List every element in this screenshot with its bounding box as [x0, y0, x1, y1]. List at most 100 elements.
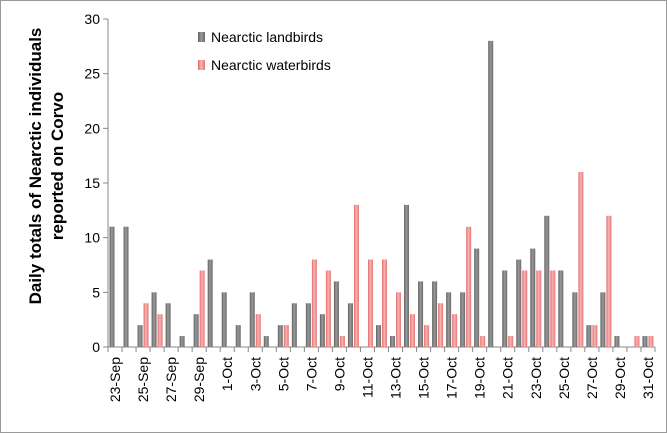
x-tick-label: 23-Sep — [107, 357, 123, 402]
bar-waterbirds — [634, 336, 640, 347]
x-tick-label: 3-Oct — [247, 357, 263, 391]
bar-landbirds — [642, 336, 648, 347]
bar-landbirds — [137, 325, 143, 347]
x-tick-label: 1-Oct — [219, 357, 235, 391]
bar-landbirds — [109, 226, 115, 347]
bar-waterbirds — [536, 270, 542, 347]
y-axis-label: Daily totals of Nearctic individuals rep… — [26, 28, 67, 305]
bar-landbirds — [319, 314, 325, 347]
bar-waterbirds — [199, 270, 205, 347]
bar-waterbirds — [480, 336, 486, 347]
bar-landbirds — [263, 336, 269, 347]
bar-landbirds — [530, 248, 536, 347]
x-tick-label: 15-Oct — [416, 357, 432, 399]
x-tick-label: 19-Oct — [472, 357, 488, 399]
y-tick-label: 20 — [84, 120, 100, 136]
bar-landbirds — [460, 292, 466, 347]
x-tick-label: 27-Oct — [584, 357, 600, 399]
bar-waterbirds — [157, 314, 163, 347]
bar-landbirds — [376, 325, 381, 347]
bar-landbirds — [277, 325, 283, 347]
bar-waterbirds — [424, 325, 430, 347]
x-tick-label: 9-Oct — [331, 357, 347, 391]
y-tick-label: 25 — [84, 66, 100, 82]
bar-landbirds — [572, 292, 578, 347]
bar-waterbirds — [522, 270, 528, 347]
bar-landbirds — [151, 292, 157, 347]
bar-landbirds — [544, 215, 550, 347]
bar-landbirds — [249, 292, 255, 347]
bar-waterbirds — [339, 336, 345, 347]
bar-landbirds — [516, 259, 522, 347]
x-tick-label: 21-Oct — [500, 357, 516, 399]
legend: Nearctic landbirds Nearctic waterbirds — [198, 29, 331, 73]
bar-landbirds — [291, 303, 297, 347]
legend-swatch-landbirds — [198, 32, 205, 42]
bar-landbirds — [586, 325, 592, 347]
x-tick-label: 13-Oct — [388, 357, 404, 399]
y-tick-label: 0 — [92, 339, 100, 355]
x-tick-label: 27-Sep — [163, 357, 179, 402]
x-tick-label: 25-Oct — [556, 357, 572, 399]
bar-waterbirds — [143, 303, 149, 347]
x-tick-label: 23-Oct — [528, 357, 544, 399]
bar-landbirds — [235, 325, 241, 347]
y-tick-label: 5 — [92, 284, 100, 300]
bar-waterbirds — [466, 226, 472, 347]
bar-landbirds — [558, 270, 564, 347]
bar-landbirds — [221, 292, 227, 347]
bar-waterbirds — [550, 270, 556, 347]
bar-landbirds — [305, 303, 311, 347]
bar-waterbirds — [325, 270, 331, 347]
bar-waterbirds — [367, 259, 373, 347]
bar-landbirds — [390, 336, 396, 347]
bar-waterbirds — [578, 172, 584, 347]
legend-swatch-waterbirds — [198, 60, 205, 70]
y-axis-label-line-1: Daily totals of Nearctic individuals — [26, 28, 45, 305]
bar-landbirds — [446, 292, 452, 347]
legend-label-waterbirds: Nearctic waterbirds — [211, 57, 331, 73]
bar-landbirds — [207, 259, 213, 347]
x-tick-label: 29-Sep — [191, 357, 207, 402]
y-tick-label: 30 — [84, 11, 100, 27]
bar-waterbirds — [283, 325, 289, 347]
bar-waterbirds — [353, 204, 359, 347]
bar-waterbirds — [592, 325, 598, 347]
bar-landbirds — [474, 248, 480, 347]
bar-waterbirds — [410, 314, 416, 347]
bar-landbirds — [165, 303, 171, 347]
bar-waterbirds — [382, 259, 387, 347]
bar-landbirds — [614, 336, 620, 347]
y-tick-label: 15 — [84, 175, 100, 191]
y-tick-label: 10 — [84, 230, 100, 246]
legend-label-landbirds: Nearctic landbirds — [211, 29, 323, 45]
bar-waterbirds — [606, 215, 612, 347]
bar-landbirds — [418, 281, 424, 347]
x-tick-label: 29-Oct — [612, 357, 628, 399]
bar-waterbirds — [438, 303, 444, 347]
x-tick-label: 25-Sep — [135, 357, 151, 402]
x-tick-label: 31-Oct — [640, 357, 656, 399]
bar-waterbirds — [452, 314, 458, 347]
bar-waterbirds — [508, 336, 514, 347]
bar-waterbirds — [311, 259, 317, 347]
bar-landbirds — [333, 281, 339, 347]
bar-landbirds — [600, 292, 606, 347]
bar-landbirds — [502, 270, 508, 347]
bar-landbirds — [432, 281, 438, 347]
y-axis-label-line-2: reported on Corvo — [48, 92, 67, 240]
bar-waterbirds — [648, 336, 654, 347]
bar-landbirds — [347, 303, 353, 347]
bar-waterbirds — [396, 292, 402, 347]
bar-landbirds — [179, 336, 185, 347]
bar-landbirds — [488, 40, 494, 347]
x-tick-label: 17-Oct — [444, 357, 460, 399]
bar-waterbirds — [255, 314, 261, 347]
bar-landbirds — [193, 314, 199, 347]
x-tick-label: 7-Oct — [303, 357, 319, 391]
x-tick-label: 11-Oct — [359, 357, 375, 398]
bar-landbirds — [404, 204, 410, 347]
x-tick-label: 5-Oct — [275, 357, 291, 391]
